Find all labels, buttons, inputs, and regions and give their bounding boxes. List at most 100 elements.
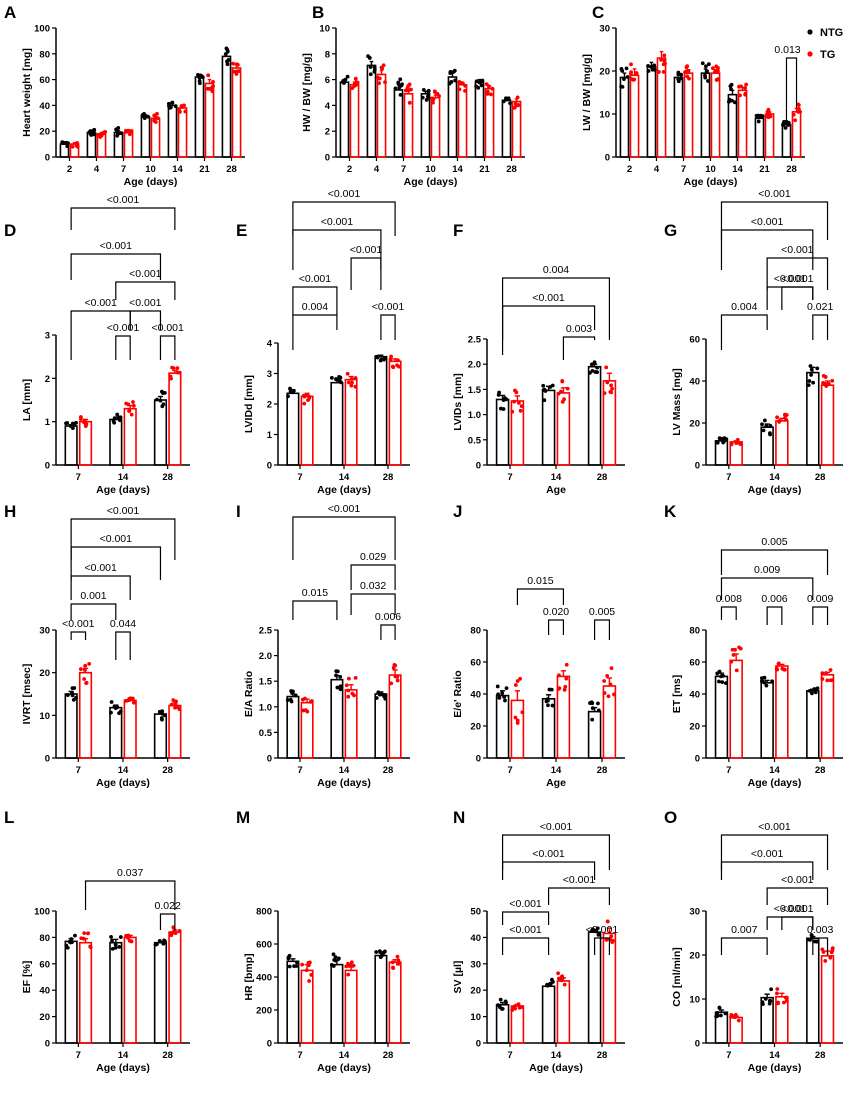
data-point <box>345 74 350 79</box>
x-tick-label: 21 <box>199 164 210 175</box>
bar-ntg <box>495 694 510 759</box>
bar-tg <box>775 665 789 759</box>
sig-label: 0.015 <box>527 575 553 587</box>
data-point <box>161 402 166 407</box>
sig-label: 0.013 <box>774 44 800 56</box>
sig-label: 0.005 <box>589 606 615 618</box>
data-point <box>390 960 395 965</box>
x-tick-label: 14 <box>339 1050 350 1061</box>
data-point <box>716 68 720 73</box>
data-point <box>609 383 613 388</box>
y-tick-label: 10 <box>470 1012 481 1023</box>
bar-tg <box>376 73 387 158</box>
y-tick-label: 2 <box>267 400 272 411</box>
sig-bracket <box>720 229 814 270</box>
data-point <box>132 700 136 705</box>
x-tick-label: 28 <box>162 765 173 776</box>
data-point <box>70 144 75 149</box>
data-point <box>605 673 610 678</box>
data-point <box>704 64 708 69</box>
data-point <box>490 86 495 91</box>
y-tick-label: 2 <box>45 374 50 385</box>
data-point <box>141 113 146 117</box>
data-point <box>592 360 597 365</box>
data-point <box>82 931 87 935</box>
data-point <box>560 976 565 981</box>
data-point <box>706 62 711 67</box>
data-point <box>703 75 708 80</box>
data-point <box>431 100 435 105</box>
data-point <box>123 698 128 703</box>
bar-tg <box>78 941 93 1044</box>
sig-label: 0.020 <box>543 606 569 618</box>
bar-ntg <box>286 695 300 759</box>
data-point <box>808 938 812 942</box>
data-point <box>329 375 334 380</box>
sig-bracket <box>129 310 162 330</box>
data-point <box>807 688 812 693</box>
data-point <box>398 77 403 82</box>
data-point <box>506 96 511 101</box>
data-point <box>338 684 343 689</box>
bar-ntg <box>374 355 388 466</box>
y-tick-label: 40 <box>689 690 700 701</box>
data-point <box>605 919 610 924</box>
data-point <box>791 112 796 117</box>
data-point <box>306 398 310 403</box>
sig-label: <0.001 <box>100 240 133 252</box>
data-point <box>329 963 334 967</box>
data-point <box>629 62 633 67</box>
data-point <box>174 699 178 704</box>
panel-label-M: M <box>236 808 250 827</box>
data-point <box>368 65 373 69</box>
y-tick-label: 60 <box>39 75 50 86</box>
sig-label: <0.001 <box>100 533 133 545</box>
data-point <box>775 991 779 996</box>
x-axis-label: Age (days) <box>96 484 150 496</box>
data-point <box>717 1005 722 1010</box>
data-point <box>520 1005 524 1009</box>
legend-label-ntg: NTG <box>820 27 843 39</box>
data-point <box>503 396 507 401</box>
data-point <box>177 109 182 114</box>
data-point <box>602 679 607 683</box>
data-point <box>457 80 462 85</box>
data-point <box>810 691 814 696</box>
y-tick-label: 6 <box>325 75 330 86</box>
data-point <box>564 676 569 681</box>
sig-bracket <box>292 516 396 560</box>
data-point <box>497 695 502 700</box>
panel-label-I: I <box>236 502 241 521</box>
data-point <box>784 413 789 417</box>
y-tick-label: 0 <box>605 153 610 164</box>
data-point <box>377 81 381 86</box>
data-point <box>662 53 667 58</box>
x-tick-label: 14 <box>551 472 562 483</box>
bar-ntg <box>374 954 388 1044</box>
x-axis-label: Age (days) <box>748 1062 802 1074</box>
data-point <box>129 412 134 417</box>
data-point <box>504 96 508 101</box>
data-point <box>109 710 113 715</box>
bar-ntg <box>339 81 350 158</box>
x-axis-label: Age (days) <box>317 777 371 789</box>
data-point <box>774 666 779 671</box>
y-tick-label: 30 <box>470 959 481 970</box>
sig-bracket <box>70 546 162 580</box>
data-point <box>171 366 176 371</box>
y-tick-label: 0 <box>45 1039 50 1050</box>
data-point <box>378 955 383 960</box>
y-tick-label: 0 <box>45 461 50 472</box>
data-point <box>395 678 400 683</box>
panel-label-J: J <box>453 502 462 521</box>
data-point <box>755 115 760 120</box>
y-axis-label: E/e' Ratio <box>452 670 464 717</box>
data-point <box>589 362 594 367</box>
data-point <box>486 84 491 89</box>
data-point <box>110 947 115 951</box>
sig-label: <0.001 <box>350 244 383 256</box>
bar-ntg <box>109 706 123 759</box>
bar-ntg <box>167 104 178 158</box>
bar-ntg <box>140 116 151 158</box>
data-point <box>512 1004 517 1009</box>
